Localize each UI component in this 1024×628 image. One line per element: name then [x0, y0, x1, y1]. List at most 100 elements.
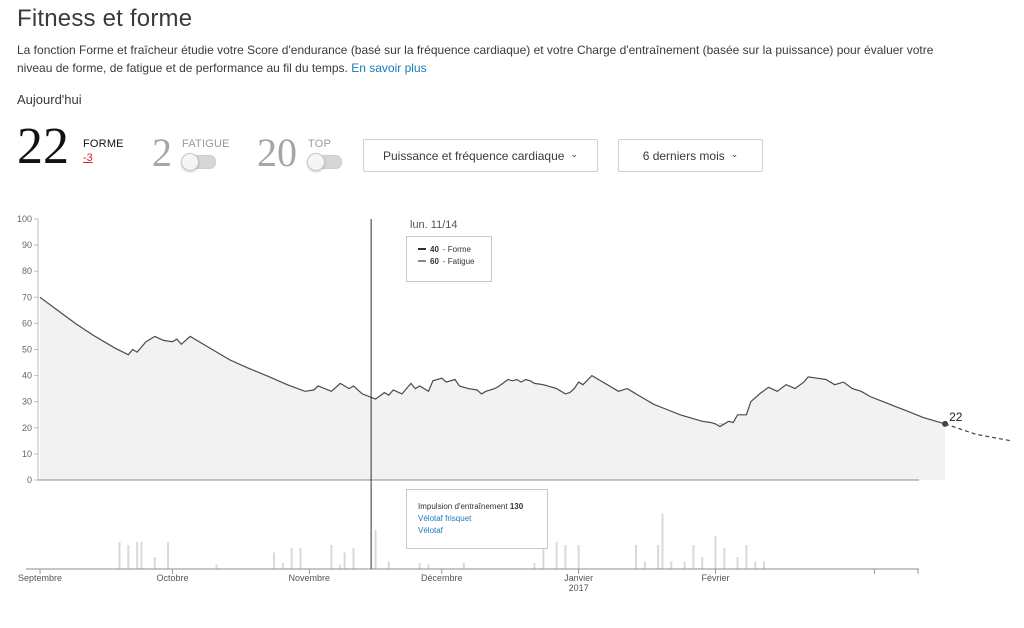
x-tick-label: Septembre — [18, 573, 62, 583]
forme-delta[interactable]: -3 — [83, 152, 93, 164]
tooltip-forme-row: 40 - Forme — [418, 243, 491, 255]
forme-projection-line — [944, 423, 1012, 442]
top-value: 20 — [257, 130, 297, 175]
impulse-bar — [462, 563, 465, 569]
impulse-bar — [272, 552, 275, 569]
forme-area — [40, 297, 946, 480]
impulse-bar — [118, 542, 121, 569]
y-tick-label: 100 — [17, 214, 32, 224]
impulse-bar — [745, 545, 748, 569]
y-tick-label: 30 — [22, 397, 32, 407]
impulse-bar — [577, 545, 580, 569]
impulse-bar — [215, 564, 218, 569]
activity-link[interactable]: Vélotaf frisquet — [418, 514, 472, 523]
impulse-bar — [136, 542, 139, 569]
forme-fatigue-tooltip: 40 - Forme 60 - Fatigue — [406, 236, 492, 282]
x-tick-label: Février — [701, 573, 729, 583]
impulse-bar — [701, 557, 704, 569]
chevron-down-icon: ⌄ — [570, 149, 578, 159]
impulse-bar — [657, 545, 660, 569]
impulse-bar — [427, 564, 430, 569]
page-title: Fitness et forme — [17, 5, 193, 32]
forme-value: 22 — [17, 118, 69, 175]
today-label: Aujourd'hui — [17, 92, 82, 107]
toggle-knob — [307, 153, 325, 171]
fatigue-toggle[interactable] — [181, 153, 216, 171]
impulse-tooltip: Impulsion d'entraînement 130 Vélotaf fri… — [406, 489, 548, 549]
y-tick-label: 0 — [27, 475, 32, 485]
chart-area-group — [39, 296, 1012, 480]
source-dropdown-label: Puissance et fréquence cardiaque — [383, 148, 565, 163]
impulse-bar — [564, 545, 567, 569]
impulse-bar — [643, 561, 646, 569]
fatigue-swatch — [418, 260, 426, 262]
activity-link[interactable]: Vélotaf — [418, 526, 443, 535]
x-tick-sublabel: 2017 — [569, 583, 589, 593]
forme-swatch — [418, 248, 426, 250]
current-point — [942, 420, 949, 427]
impulse-bar — [290, 548, 293, 569]
impulse-bar — [714, 536, 717, 569]
impulse-bar — [723, 548, 726, 569]
tooltip-forme-value: 40 — [430, 244, 439, 254]
impulse-bar — [339, 564, 342, 569]
impulse-bar — [374, 530, 377, 569]
y-tick-label: 70 — [22, 292, 32, 302]
impulse-bar — [281, 563, 284, 569]
y-tick-label: 60 — [22, 318, 32, 328]
x-tick-label: Janvier — [564, 573, 593, 583]
impulse-bar — [299, 548, 302, 569]
tooltip-fatigue-value: 60 — [430, 256, 439, 266]
impulse-bar — [555, 542, 558, 569]
impulse-bar — [635, 545, 638, 569]
impulse-bar — [736, 557, 739, 569]
toggle-knob — [181, 153, 199, 171]
impulse-bar — [387, 561, 390, 569]
impulse-bar — [127, 545, 130, 569]
period-dropdown-label: 6 derniers mois — [642, 148, 725, 163]
y-tick-label: 20 — [22, 423, 32, 433]
forme-label: FORME — [83, 138, 124, 150]
chevron-down-icon: ⌄ — [730, 149, 739, 159]
impulse-label: Impulsion d'entraînement — [418, 502, 508, 511]
impulse-bar — [533, 563, 536, 569]
period-dropdown[interactable]: 6 derniers mois ⌄ — [618, 139, 763, 172]
x-tick-label: Novembre — [289, 573, 331, 583]
impulse-bar — [754, 561, 757, 569]
source-dropdown[interactable]: Puissance et fréquence cardiaque ⌄ — [363, 139, 598, 172]
impulse-bar — [167, 542, 170, 569]
page-description: La fonction Forme et fraîcheur étudie vo… — [17, 41, 947, 77]
impulse-bar — [763, 561, 766, 569]
x-tick-label: Décembre — [421, 573, 463, 583]
tooltip-date: lun. 11/14 — [410, 219, 458, 231]
impulse-value: 130 — [509, 502, 524, 511]
current-value-label: 22 — [949, 410, 963, 424]
impulse-bar — [343, 552, 346, 569]
tooltip-forme-label: - Forme — [442, 244, 471, 254]
impulse-bar — [153, 557, 156, 569]
impulse-bar — [683, 561, 686, 569]
learn-more-link[interactable]: En savoir plus — [351, 61, 427, 75]
fatigue-value: 2 — [152, 130, 172, 175]
forme-series-line — [39, 296, 946, 428]
tooltip-fatigue-row: 60 - Fatigue — [418, 255, 491, 267]
y-tick-label: 80 — [22, 266, 32, 276]
description-text: La fonction Forme et fraîcheur étudie vo… — [17, 43, 934, 75]
tooltip-fatigue-label: - Fatigue — [442, 256, 475, 266]
impulse-bar — [330, 545, 333, 569]
y-tick-label: 10 — [22, 449, 32, 459]
top-toggle[interactable] — [307, 153, 342, 171]
impulse-bar — [670, 561, 673, 569]
impulse-bar — [661, 513, 664, 569]
top-label: TOP — [308, 138, 332, 150]
impulse-bar — [542, 548, 545, 569]
impulse-bar — [140, 542, 143, 569]
impulse-bar — [352, 548, 355, 569]
y-tick-label: 40 — [22, 371, 32, 381]
y-tick-label: 50 — [22, 345, 32, 355]
fatigue-label: FATIGUE — [182, 138, 230, 150]
x-tick-label: Octobre — [156, 573, 188, 583]
impulse-row: Impulsion d'entraînement 130 — [418, 501, 547, 513]
impulse-bar — [418, 563, 421, 569]
y-tick-label: 90 — [22, 240, 32, 250]
